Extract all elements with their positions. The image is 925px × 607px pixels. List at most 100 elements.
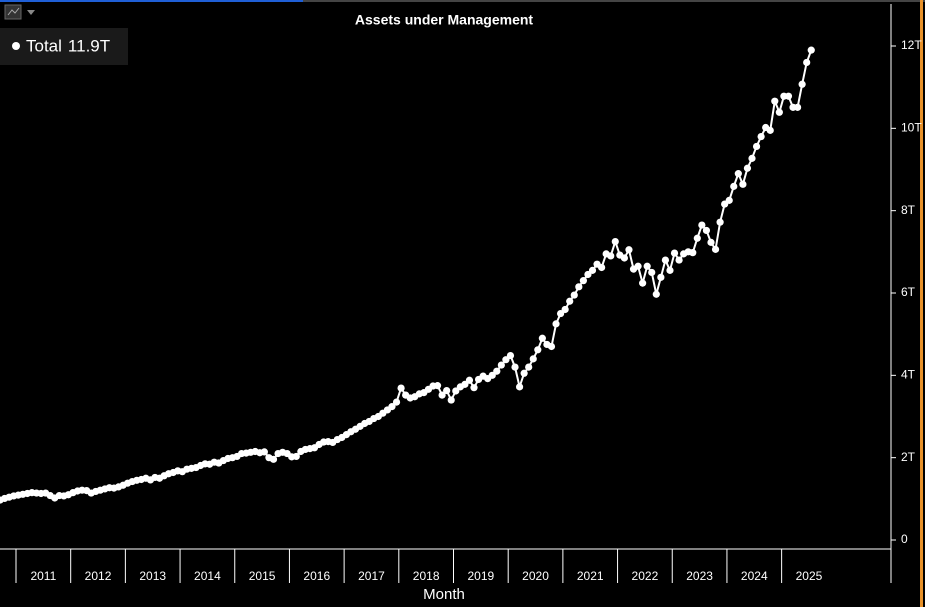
- dropdown-arrow[interactable]: [27, 10, 35, 15]
- data-point: [611, 237, 619, 246]
- data-point: [561, 305, 569, 314]
- data-point: [534, 346, 542, 354]
- data-point: [784, 92, 793, 100]
- data-point: [739, 180, 747, 188]
- data-point: [752, 142, 761, 151]
- data-point: [506, 351, 515, 360]
- x-tick-label: 2013: [139, 569, 166, 583]
- data-point: [657, 273, 665, 281]
- x-tick-label: 2020: [522, 569, 549, 583]
- data-point: [520, 369, 528, 377]
- data-point: [652, 290, 660, 298]
- chart-icon-line: [7, 7, 20, 16]
- series: [0, 46, 815, 504]
- data-point: [397, 384, 405, 392]
- data-point: [693, 234, 701, 242]
- right-edge: [920, 0, 923, 607]
- data-point: [702, 226, 711, 235]
- data-point: [711, 245, 720, 253]
- data-point: [269, 455, 278, 463]
- data-point: [488, 371, 496, 379]
- data-point: [716, 218, 724, 226]
- data-point: [689, 249, 697, 257]
- data-point: [771, 97, 779, 105]
- data-point: [584, 270, 592, 279]
- data-point: [447, 396, 455, 404]
- data-point: [292, 452, 300, 461]
- data-point: [639, 279, 647, 287]
- data-point: [766, 126, 774, 134]
- y-tick-label: 4T: [901, 368, 916, 382]
- data-point: [757, 132, 765, 141]
- data-point: [452, 387, 460, 395]
- x-tick-label: 2016: [303, 569, 330, 583]
- x-tick-label: 2021: [577, 569, 604, 583]
- data-point: [497, 361, 505, 369]
- data-point: [260, 448, 268, 456]
- y-tick-label: 2T: [901, 450, 916, 464]
- top-bar-active: [0, 0, 303, 2]
- data-point: [547, 342, 556, 351]
- x-tick-label: 2024: [741, 569, 768, 583]
- x-tick-label: 2019: [467, 569, 494, 583]
- data-point: [634, 262, 642, 270]
- data-point: [807, 46, 815, 54]
- data-point: [734, 170, 742, 178]
- data-point: [502, 356, 510, 364]
- legend-box: [0, 28, 128, 65]
- data-point: [666, 266, 674, 274]
- y-tick-label: 12T: [901, 38, 922, 52]
- data-point: [433, 382, 442, 390]
- data-point: [570, 291, 578, 299]
- data-point: [798, 80, 806, 88]
- data-point: [556, 309, 565, 318]
- data-point: [538, 334, 546, 342]
- x-tick-label: 2014: [194, 569, 221, 583]
- data-point: [625, 246, 633, 254]
- data-point: [529, 355, 537, 363]
- data-point: [438, 391, 446, 399]
- data-point: [525, 363, 533, 371]
- data-point: [515, 383, 524, 391]
- x-tick-label: 2017: [358, 569, 385, 583]
- data-point: [579, 277, 587, 285]
- x-axis-title: Month: [423, 586, 465, 603]
- data-point: [588, 266, 597, 274]
- data-point: [643, 262, 651, 270]
- x-tick-label: 2011: [30, 569, 56, 583]
- data-point: [748, 154, 756, 162]
- x-tick-label: 2022: [632, 569, 659, 583]
- x-tick-label: 2023: [686, 569, 713, 583]
- x-tick-label: 2012: [85, 569, 112, 583]
- data-point: [388, 403, 396, 411]
- data-point: [620, 254, 628, 262]
- toolbar-button[interactable]: [4, 4, 35, 20]
- data-point: [743, 164, 752, 172]
- data-point: [607, 252, 615, 260]
- x-tick-label: 2025: [796, 569, 823, 583]
- y-tick-label: 6T: [901, 285, 916, 299]
- data-point: [575, 283, 583, 291]
- data-point: [793, 103, 802, 111]
- data-point: [725, 196, 733, 204]
- data-point: [392, 398, 401, 406]
- data-point: [443, 386, 451, 395]
- data-point: [698, 221, 706, 229]
- data-point: [803, 58, 811, 67]
- data-point: [775, 108, 783, 116]
- data-point: [493, 367, 501, 375]
- legend-value: 11.9T: [68, 36, 110, 55]
- data-point: [670, 249, 679, 257]
- y-tick-label: 8T: [901, 203, 916, 217]
- y-tick-label: 10T: [901, 121, 922, 135]
- data-point: [598, 263, 606, 272]
- chart-title: Assets under Management: [355, 12, 533, 28]
- data-point: [730, 182, 738, 190]
- data-point: [707, 238, 715, 246]
- chart-icon[interactable]: [4, 4, 22, 20]
- y-tick-label: 0: [901, 532, 908, 546]
- data-point: [648, 268, 656, 277]
- data-point: [661, 256, 670, 264]
